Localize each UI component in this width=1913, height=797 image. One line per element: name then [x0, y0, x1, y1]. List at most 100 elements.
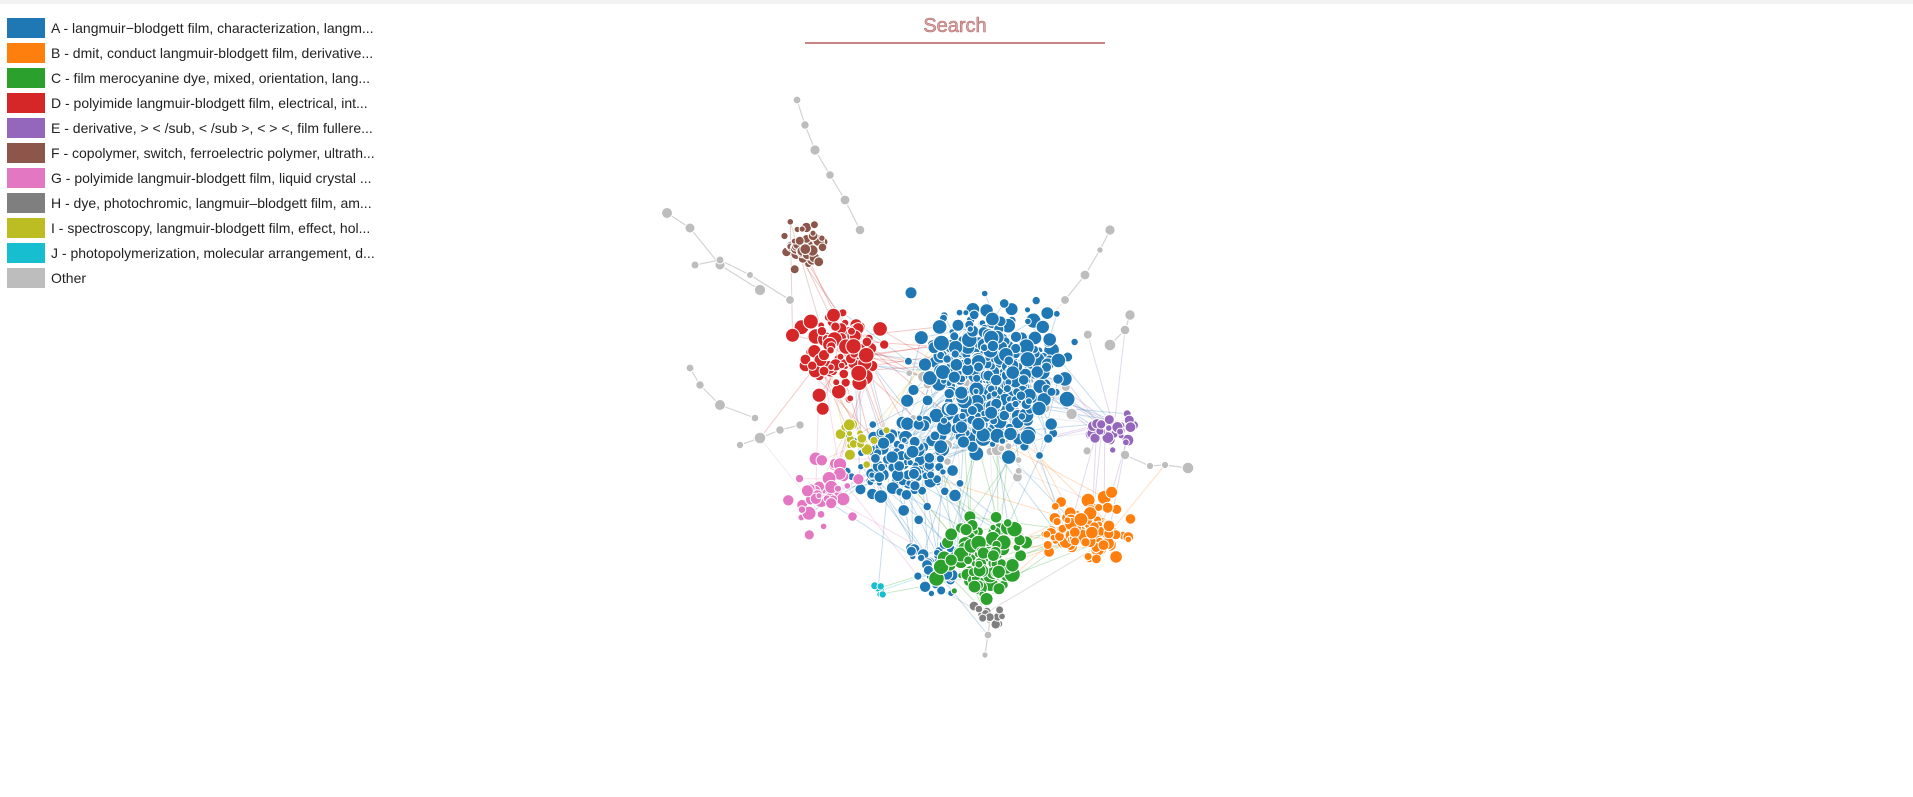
graph-node[interactable] [998, 409, 1011, 422]
graph-node[interactable] [815, 401, 830, 416]
graph-node[interactable] [800, 484, 814, 498]
graph-node[interactable] [956, 435, 971, 449]
graph-node[interactable] [936, 585, 947, 596]
graph-node[interactable] [832, 378, 841, 387]
graph-node[interactable] [955, 308, 964, 317]
graph-node[interactable] [817, 349, 831, 362]
graph-node[interactable] [979, 592, 994, 606]
graph-node[interactable] [918, 580, 932, 593]
graph-node[interactable] [1015, 390, 1027, 402]
graph-node[interactable] [998, 298, 1010, 309]
graph-node[interactable] [974, 559, 984, 569]
graph-node[interactable] [797, 505, 807, 514]
graph-node[interactable] [1001, 449, 1017, 465]
graph-node[interactable] [1042, 530, 1052, 539]
graph-node[interactable] [974, 604, 984, 614]
graph-node[interactable] [900, 436, 908, 444]
graph-node[interactable] [836, 352, 845, 361]
graph-node[interactable] [971, 416, 986, 431]
graph-node[interactable] [959, 523, 973, 537]
graph-node[interactable] [850, 364, 868, 382]
graph-node[interactable] [847, 326, 856, 336]
graph-node[interactable] [917, 485, 927, 496]
graph-node[interactable] [932, 474, 942, 485]
graph-node[interactable] [798, 225, 806, 233]
graph-node[interactable] [955, 479, 965, 488]
graph-node[interactable] [879, 339, 890, 350]
legend-item-f[interactable]: F - copolymer, switch, ferroelectric pol… [7, 140, 427, 165]
graph-node[interactable] [1105, 485, 1119, 499]
graph-node[interactable] [913, 514, 925, 526]
graph-node[interactable] [878, 590, 887, 599]
graph-node[interactable] [939, 468, 947, 476]
graph-node[interactable] [845, 429, 854, 438]
graph-node[interactable] [1089, 432, 1101, 444]
graph-node[interactable] [1002, 384, 1012, 394]
graph-node[interactable] [1043, 433, 1054, 444]
graph-node[interactable] [809, 144, 821, 156]
graph-node[interactable] [949, 358, 964, 372]
graph-node[interactable] [1040, 306, 1055, 321]
graph-node[interactable] [998, 437, 1007, 445]
graph-node[interactable] [903, 356, 913, 366]
graph-node[interactable] [986, 339, 1000, 353]
graph-node[interactable] [1019, 351, 1036, 368]
graph-node[interactable] [1010, 342, 1022, 355]
graph-node[interactable] [917, 357, 933, 372]
legend-item-e[interactable]: E - derivative, > < /sub, < /sub >, < > … [7, 115, 427, 140]
graph-node[interactable] [907, 383, 920, 397]
legend-item-g[interactable]: G - polyimide langmuir-blodgett film, li… [7, 165, 427, 190]
graph-node[interactable] [904, 286, 918, 300]
graph-node[interactable] [950, 587, 958, 595]
graph-node[interactable] [876, 436, 891, 450]
graph-node[interactable] [816, 326, 828, 337]
graph-node[interactable] [852, 473, 865, 486]
graph-node[interactable] [818, 365, 830, 377]
graph-node[interactable] [923, 452, 936, 464]
graph-node[interactable] [785, 295, 795, 305]
graph-node[interactable] [1044, 417, 1058, 431]
graph-node[interactable] [826, 307, 841, 323]
graph-node[interactable] [1042, 540, 1053, 550]
graph-node[interactable] [753, 431, 767, 445]
graph-node[interactable] [968, 309, 980, 321]
graph-node[interactable] [958, 411, 967, 421]
graph-node[interactable] [1005, 558, 1020, 573]
graph-node[interactable] [825, 497, 838, 510]
graph-node[interactable] [834, 428, 847, 441]
graph-node[interactable] [946, 464, 959, 477]
graph-node[interactable] [789, 264, 800, 275]
graph-node[interactable] [1122, 438, 1130, 447]
graph-node[interactable] [794, 235, 805, 246]
graph-node[interactable] [816, 510, 826, 519]
graph-node[interactable] [939, 416, 949, 425]
legend-item-i[interactable]: I - spectroscopy, langmuir-blodgett film… [7, 215, 427, 240]
graph-node[interactable] [795, 420, 805, 430]
graph-node[interactable] [753, 283, 767, 297]
graph-node[interactable] [831, 383, 847, 400]
graph-node[interactable] [897, 504, 911, 517]
graph-node[interactable] [695, 380, 705, 390]
graph-node[interactable] [861, 336, 873, 348]
graph-node[interactable] [1011, 399, 1020, 409]
graph-node[interactable] [1104, 224, 1116, 236]
graph-node[interactable] [1119, 324, 1131, 336]
graph-node[interactable] [1060, 295, 1070, 305]
graph-node[interactable] [949, 331, 960, 342]
legend-item-a[interactable]: A - langmuir−blodgett film, characteriza… [7, 15, 427, 40]
graph-node[interactable] [1116, 427, 1125, 436]
graph-node[interactable] [922, 501, 932, 512]
graph-node[interactable] [854, 483, 867, 496]
graph-node[interactable] [954, 385, 969, 400]
graph-node[interactable] [900, 393, 915, 408]
graph-node[interactable] [813, 256, 825, 268]
graph-node[interactable] [966, 325, 974, 333]
graph-node[interactable] [989, 511, 1003, 524]
graph-node[interactable] [1124, 309, 1136, 321]
graph-node[interactable] [931, 319, 948, 335]
graph-node[interactable] [825, 170, 835, 180]
graph-node[interactable] [782, 494, 795, 507]
graph-node[interactable] [1017, 374, 1030, 386]
graph-node[interactable] [922, 370, 938, 386]
graph-node[interactable] [1124, 513, 1137, 525]
